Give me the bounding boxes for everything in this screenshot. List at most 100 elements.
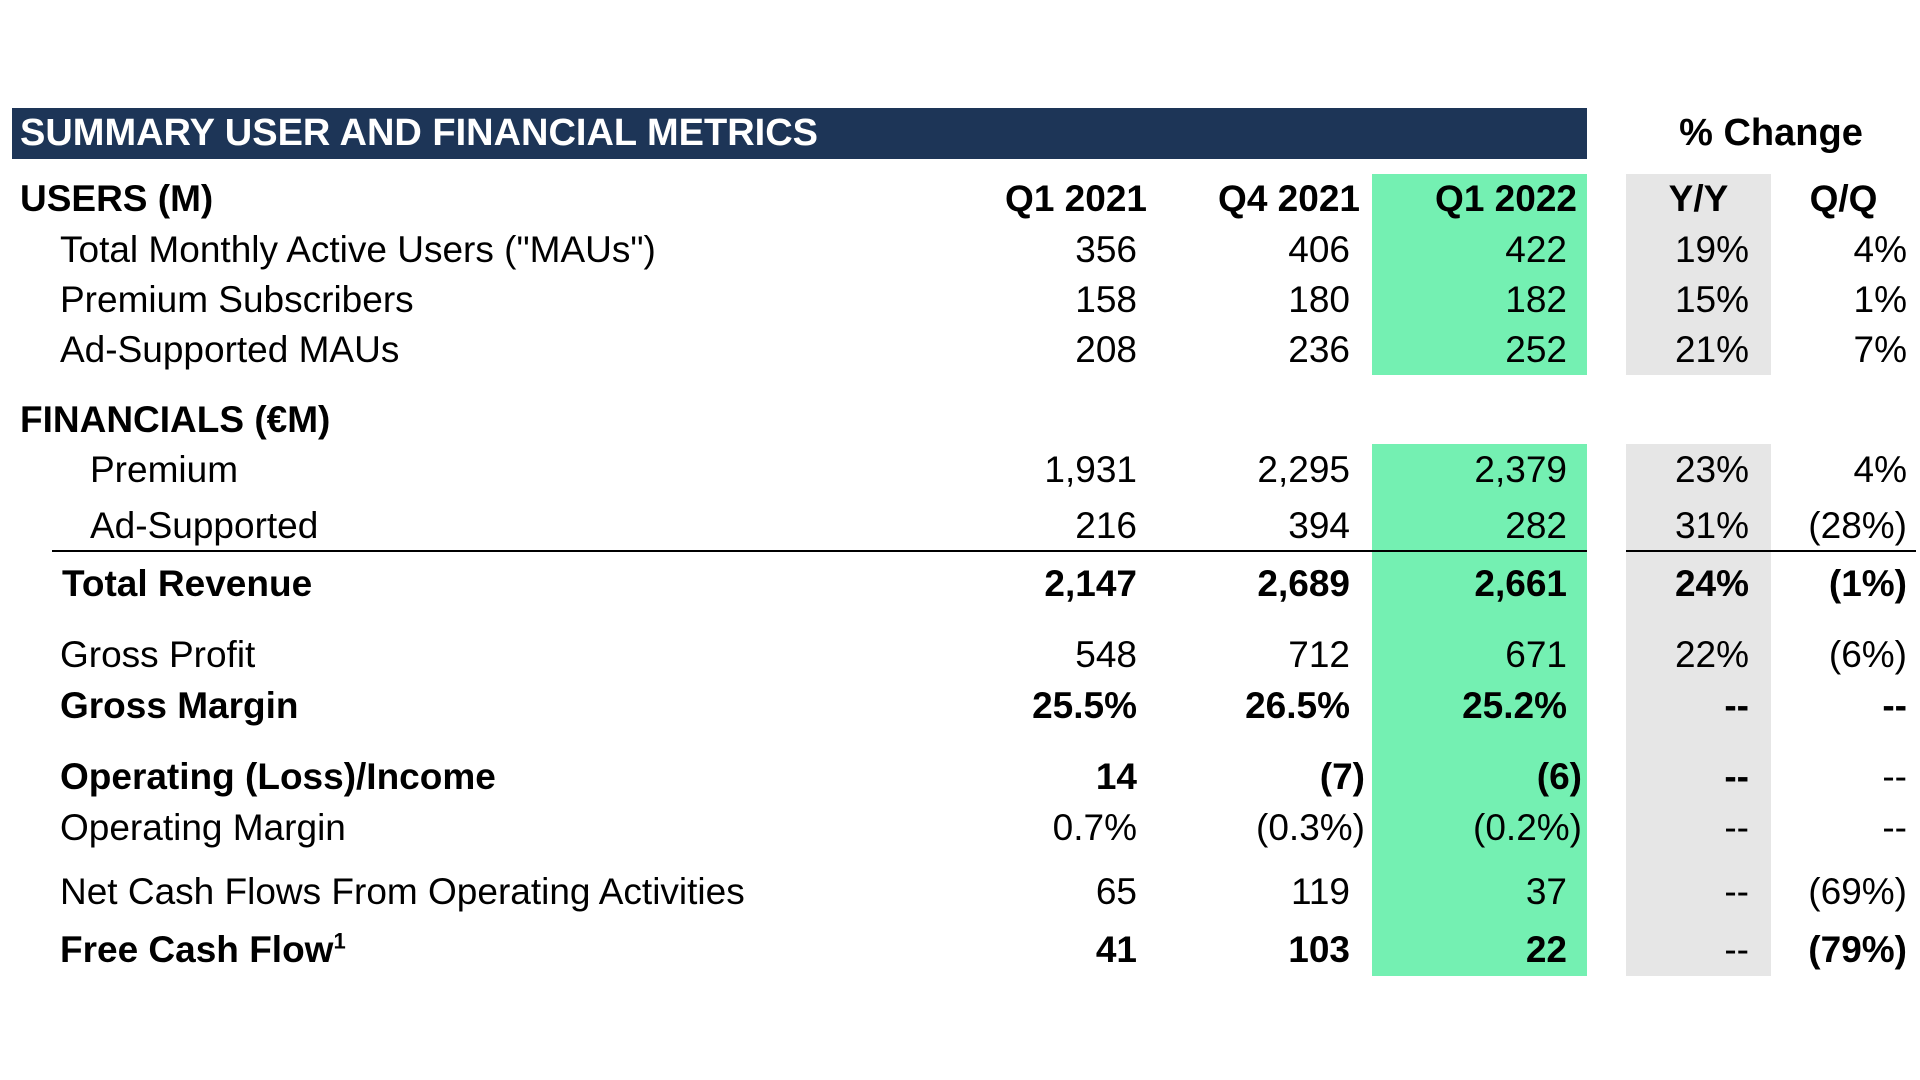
- cell-q1-2021: 208: [1075, 329, 1137, 370]
- cell-qq: (1%): [1828, 563, 1907, 604]
- cell-q4-2021: 394: [1288, 505, 1350, 546]
- row-label: Total Revenue: [62, 563, 313, 604]
- cell-q1-2021: 25.5%: [1032, 685, 1137, 726]
- cell-q1-2022: 422: [1505, 229, 1567, 270]
- total-rule-right: [1626, 550, 1916, 552]
- cell-qq: 7%: [1853, 329, 1907, 370]
- q1-2022-highlight-users: [1372, 174, 1587, 375]
- cell-yy: 23%: [1674, 449, 1749, 490]
- table-row: Ad-Supported MAUs 208 236 252 21% 7%: [0, 325, 1920, 375]
- cell-q1-2022: 252: [1505, 329, 1567, 370]
- cell-q1-2021: 0.7%: [1052, 807, 1137, 848]
- financials-section-label: FINANCIALS (€M): [20, 399, 331, 440]
- table-row: Premium Subscribers 158 180 182 15% 1%: [0, 275, 1920, 325]
- row-label: Free Cash Flow1: [60, 925, 346, 975]
- cell-qq: --: [1882, 756, 1907, 797]
- row-label: Ad-Supported: [90, 505, 319, 546]
- cell-qq: --: [1882, 807, 1907, 848]
- cell-qq: 4%: [1853, 449, 1907, 490]
- table-row-gross-margin: Gross Margin 25.5% 26.5% 25.2% -- --: [0, 681, 1920, 731]
- cell-q1-2022: 282: [1505, 505, 1567, 546]
- cell-q4-2021: 236: [1288, 329, 1350, 370]
- cell-q1-2021: 1,931: [1044, 449, 1137, 490]
- cell-yy: --: [1724, 807, 1749, 848]
- cell-q1-2022: 2,379: [1474, 449, 1567, 490]
- col-q1-2022: Q1 2022: [1435, 178, 1577, 219]
- q1-2022-highlight-financials: [1372, 444, 1587, 976]
- row-label: Premium: [90, 449, 239, 490]
- cell-q1-2022: (6): [1536, 756, 1582, 797]
- cell-q4-2021: 406: [1288, 229, 1350, 270]
- cell-q1-2022: 25.2%: [1462, 685, 1567, 726]
- cell-q1-2022: 37: [1525, 871, 1567, 912]
- row-label: Gross Profit: [60, 634, 256, 675]
- row-label: Operating (Loss)/Income: [60, 756, 496, 797]
- col-q4-2021: Q4 2021: [1218, 178, 1360, 219]
- cell-q1-2022: 182: [1505, 279, 1567, 320]
- cell-q4-2021: 103: [1288, 929, 1350, 970]
- row-label: Total Monthly Active Users ("MAUs"): [60, 229, 656, 270]
- total-rule-left: [52, 550, 1587, 552]
- cell-qq: 1%: [1853, 279, 1907, 320]
- cell-q4-2021: (0.3%): [1256, 807, 1365, 848]
- cell-q1-2021: 2,147: [1044, 563, 1137, 604]
- cell-q4-2021: 712: [1288, 634, 1350, 675]
- cell-yy: --: [1724, 929, 1749, 970]
- table-row: Total Monthly Active Users ("MAUs") 356 …: [0, 225, 1920, 275]
- row-label: Gross Margin: [60, 685, 299, 726]
- title-bar: [12, 108, 1587, 159]
- row-label: Operating Margin: [60, 807, 346, 848]
- cell-q1-2021: 216: [1075, 505, 1137, 546]
- cell-q1-2022: 671: [1505, 634, 1567, 675]
- cell-q1-2021: 65: [1095, 871, 1137, 912]
- cell-q4-2021: 2,689: [1257, 563, 1350, 604]
- free-cash-flow-label: Free Cash Flow: [60, 929, 334, 970]
- cell-yy: 15%: [1674, 279, 1749, 320]
- cell-qq: (28%): [1808, 505, 1907, 546]
- cell-qq: (6%): [1828, 634, 1907, 675]
- cell-qq: --: [1882, 685, 1907, 726]
- table-row-operating-income: Operating (Loss)/Income 14 (7) (6) -- --: [0, 752, 1920, 802]
- financials-header-row: FINANCIALS (€M): [0, 395, 1920, 445]
- row-label: Premium Subscribers: [60, 279, 414, 320]
- row-label: Ad-Supported MAUs: [60, 329, 400, 370]
- table-row-total-revenue: Total Revenue 2,147 2,689 2,661 24% (1%): [0, 559, 1920, 609]
- users-section-label: USERS (M): [20, 178, 214, 219]
- footnote-marker: 1: [333, 928, 346, 954]
- cell-q1-2021: 158: [1075, 279, 1137, 320]
- cell-q4-2021: (7): [1319, 756, 1365, 797]
- yy-highlight-users: [1626, 174, 1771, 375]
- cell-q1-2021: 356: [1075, 229, 1137, 270]
- table-row-operating-margin: Operating Margin 0.7% (0.3%) (0.2%) -- -…: [0, 803, 1920, 853]
- cell-qq: (79%): [1808, 929, 1907, 970]
- users-header-row: USERS (M) Q1 2021 Q4 2021 Q1 2022 Y/Y Q/…: [0, 174, 1920, 224]
- cell-yy: --: [1724, 685, 1749, 726]
- cell-yy: 31%: [1674, 505, 1749, 546]
- table-row-free-cash-flow: Free Cash Flow1 41 103 22 -- (79%): [0, 925, 1920, 975]
- cell-qq: 4%: [1853, 229, 1907, 270]
- cell-q4-2021: 2,295: [1257, 449, 1350, 490]
- cell-q1-2022: 22: [1525, 929, 1567, 970]
- cell-yy: --: [1724, 756, 1749, 797]
- cell-qq: (69%): [1808, 871, 1907, 912]
- table-row-net-cash-flows: Net Cash Flows From Operating Activities…: [0, 867, 1920, 917]
- cell-q4-2021: 180: [1288, 279, 1350, 320]
- cell-q1-2021: 41: [1095, 929, 1137, 970]
- col-qq: Q/Q: [1809, 178, 1878, 219]
- cell-q4-2021: 119: [1291, 871, 1350, 912]
- table-row-gross-profit: Gross Profit 548 712 671 22% (6%): [0, 630, 1920, 680]
- yy-highlight-financials: [1626, 444, 1771, 976]
- cell-yy: --: [1724, 871, 1749, 912]
- col-yy: Y/Y: [1668, 178, 1729, 219]
- table-row-premium: Premium 1,931 2,295 2,379 23% 4%: [0, 445, 1920, 495]
- cell-yy: 24%: [1674, 563, 1749, 604]
- cell-q4-2021: 26.5%: [1245, 685, 1350, 726]
- table-row-ad-supported: Ad-Supported 216 394 282 31% (28%): [0, 501, 1920, 551]
- cell-yy: 19%: [1674, 229, 1749, 270]
- percent-change-header: % Change: [1679, 112, 1863, 154]
- cell-q1-2021: 14: [1095, 756, 1137, 797]
- cell-yy: 22%: [1674, 634, 1749, 675]
- col-q1-2021: Q1 2021: [1005, 178, 1147, 219]
- cell-q1-2022: (0.2%): [1473, 807, 1582, 848]
- table-title: SUMMARY USER AND FINANCIAL METRICS: [20, 112, 819, 154]
